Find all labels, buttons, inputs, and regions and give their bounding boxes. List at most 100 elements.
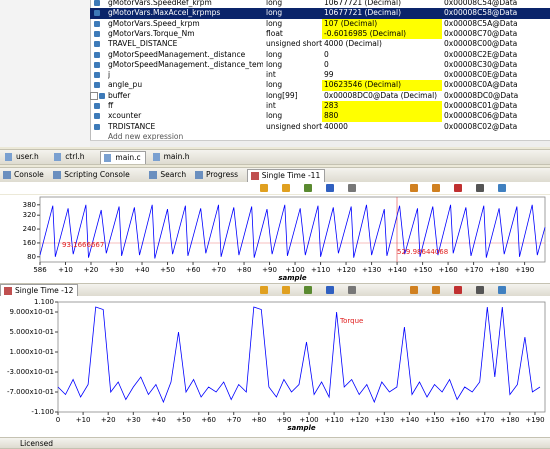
expand-toggle[interactable] [90, 91, 98, 100]
expression-row[interactable]: gMotorVars.Speed_krpm long 107 (Decimal) 0x… [90, 18, 550, 29]
expression-address: 0x00008C0E@Data [444, 70, 518, 80]
expression-row[interactable]: TRAVEL_DISTANCE unsigned short 4000 (Decim… [90, 39, 550, 49]
expression-name: gMotorVars.SpeedRef_krpm [108, 0, 212, 7]
toolbar-button[interactable] [348, 184, 356, 192]
expression-type: long [266, 0, 283, 7]
plot-frame [39, 196, 546, 263]
y-tick-label: 1.100 [34, 298, 54, 306]
expression-value: 0x00008DC0@Data (Decimal) [324, 90, 438, 100]
x-tick-label: +90 [262, 266, 277, 274]
expression-type: long [266, 59, 283, 69]
x-tick-label: +10 [58, 266, 73, 274]
status-bar: Licensed [0, 437, 550, 449]
expression-row[interactable]: buffer long[99] 0x00008DC0@Data (Decimal) 0… [90, 91, 550, 101]
expression-name: xcounter [108, 111, 142, 121]
x-tick-label: +20 [101, 416, 116, 424]
data-line [57, 306, 541, 404]
toolbar-button[interactable] [498, 286, 506, 294]
view-tab[interactable]: Console [0, 169, 48, 181]
editor-tab[interactable]: main.c [100, 151, 146, 164]
expression-value: 10677721 (Decimal) [324, 8, 401, 18]
toolbar-button[interactable] [326, 184, 334, 192]
tab-icon [4, 287, 12, 295]
add-expression[interactable]: Add new expression [108, 131, 184, 141]
tab-icon [104, 154, 112, 162]
x-tick-label: +170 [464, 266, 483, 274]
x-tick-label: +70 [226, 416, 241, 424]
expression-row[interactable]: gMotorVars.SpeedRef_krpm long 10677721 (De… [90, 0, 550, 8]
expression-value: 10677721 (Decimal) [324, 0, 401, 7]
toolbar-button[interactable] [410, 286, 418, 294]
expression-type: long[99] [266, 90, 298, 100]
toolbar-button[interactable] [304, 286, 312, 294]
x-tick-label: +150 [413, 266, 432, 274]
expression-value: 880 [322, 111, 442, 122]
row-icon [94, 123, 100, 130]
expression-row[interactable]: angle_pu long 10623546 (Decimal) 0x00008C0A… [90, 80, 550, 91]
x-tick-label: +140 [387, 266, 406, 274]
expression-name: TRAVEL_DISTANCE [108, 39, 178, 49]
x-tick-label: +120 [336, 266, 355, 274]
editor-tab[interactable]: user.h [2, 151, 43, 163]
x-tick-label: 0 [56, 416, 60, 424]
chart-header: Single Time -12 [0, 283, 550, 297]
x-tick-label: +90 [277, 416, 292, 424]
expression-row[interactable]: gMotorVars.Torque_Nm float -0.6016985 (Dec… [90, 28, 550, 40]
x-tick-label: +120 [350, 416, 369, 424]
tab-icon [149, 171, 158, 179]
toolbar-button[interactable] [476, 184, 484, 192]
toolbar-button[interactable] [260, 184, 268, 192]
expression-value: 107 (Decimal) [322, 18, 442, 29]
x-tick-label: +50 [160, 266, 175, 274]
x-tick-label: +110 [325, 416, 344, 424]
data-line [39, 204, 546, 259]
toolbar-button[interactable] [260, 286, 268, 294]
editor-tab[interactable]: main.h [150, 151, 194, 163]
y-tick-label: 380 [23, 201, 36, 209]
x-tick-label: +110 [311, 266, 330, 274]
toolbar-button[interactable] [304, 184, 312, 192]
expression-name: gMotorVars.MaxAccel_krpmps [108, 8, 221, 18]
expression-row[interactable]: gMotorSpeedManagement._distance_temp long… [90, 60, 550, 70]
view-tab[interactable]: Single Time -12 [0, 284, 79, 296]
expression-row[interactable]: ff int 283 0x00008C01@Data [90, 101, 550, 112]
expression-row[interactable]: xcounter long 880 0x00008C06@Data [90, 111, 550, 122]
expression-row[interactable]: gMotorSpeedManagement._distance long 0 0x00… [90, 50, 550, 60]
x-tick-label: +100 [299, 416, 318, 424]
row-icon [94, 82, 100, 89]
expression-type: float [266, 28, 283, 38]
toolbar-button[interactable] [498, 184, 506, 192]
toolbar-button[interactable] [348, 286, 356, 294]
y-tick-label: 80 [27, 253, 36, 261]
view-tab[interactable]: Scripting Console [50, 169, 134, 181]
y-tick-label: 320 [23, 211, 36, 219]
expression-row[interactable]: j int 99 0x00008C0E@Data [90, 70, 550, 80]
editor-tab[interactable]: ctrl.h [51, 151, 88, 163]
toolbar-button[interactable] [432, 184, 440, 192]
expression-name: angle_pu [108, 80, 143, 90]
toolbar-button[interactable] [282, 184, 290, 192]
x-tick-label: +150 [425, 416, 444, 424]
toolbar-button[interactable] [476, 286, 484, 294]
expression-name: buffer [108, 90, 131, 100]
toolbar-button[interactable] [410, 184, 418, 192]
toolbar-button[interactable] [432, 286, 440, 294]
editor-tabs: user.h ctrl.h main.c main.h [0, 149, 550, 165]
expression-address: 0x00008C5A@Data [444, 18, 518, 28]
view-tab[interactable]: Single Time -11 [246, 169, 326, 182]
row-icon [94, 30, 100, 37]
expression-name: gMotorVars.Speed_krpm [108, 18, 200, 28]
expression-address: 0x00008C02@Data [444, 121, 518, 131]
expression-row[interactable]: TRDISTANCE unsigned short 40000 0x00008C02@… [90, 122, 550, 132]
toolbar-button[interactable] [454, 184, 462, 192]
row-icon [94, 61, 100, 68]
toolbar-button[interactable] [326, 286, 334, 294]
x-tick-label: +80 [237, 266, 252, 274]
toolbar-button[interactable] [454, 286, 462, 294]
expression-row[interactable]: gMotorVars.MaxAccel_krpmps long 10677721 (… [90, 8, 550, 19]
view-tab[interactable]: Progress [192, 169, 242, 181]
view-tab[interactable]: Search [146, 169, 190, 181]
y-tick-label: 1.000x10-01 [9, 348, 54, 356]
toolbar-button[interactable] [282, 286, 290, 294]
tab-icon [53, 171, 62, 179]
